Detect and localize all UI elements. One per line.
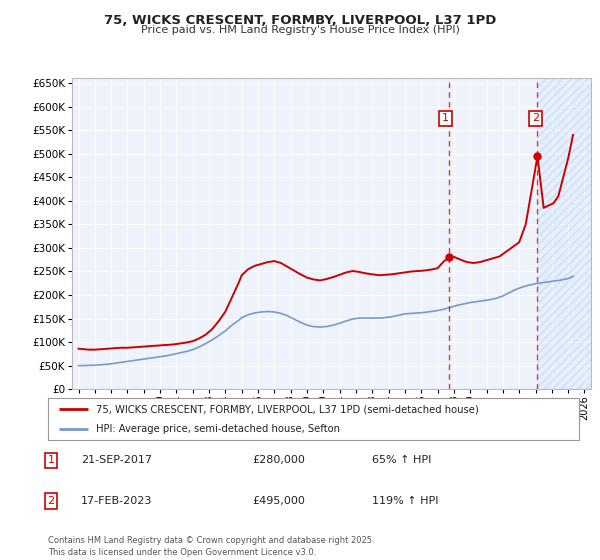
Text: Price paid vs. HM Land Registry's House Price Index (HPI): Price paid vs. HM Land Registry's House … (140, 25, 460, 35)
Text: 2: 2 (47, 496, 55, 506)
Bar (538, 78, 591, 389)
Text: 75, WICKS CRESCENT, FORMBY, LIVERPOOL, L37 1PD (semi-detached house): 75, WICKS CRESCENT, FORMBY, LIVERPOOL, L… (96, 404, 479, 414)
Text: 21-SEP-2017: 21-SEP-2017 (81, 455, 152, 465)
Text: 65% ↑ HPI: 65% ↑ HPI (372, 455, 431, 465)
Text: 1: 1 (442, 114, 449, 123)
Text: £280,000: £280,000 (252, 455, 305, 465)
Text: 119% ↑ HPI: 119% ↑ HPI (372, 496, 439, 506)
Text: 1: 1 (47, 455, 55, 465)
Text: Contains HM Land Registry data © Crown copyright and database right 2025.
This d: Contains HM Land Registry data © Crown c… (48, 536, 374, 557)
Text: £495,000: £495,000 (252, 496, 305, 506)
Text: 75, WICKS CRESCENT, FORMBY, LIVERPOOL, L37 1PD: 75, WICKS CRESCENT, FORMBY, LIVERPOOL, L… (104, 14, 496, 27)
Text: 17-FEB-2023: 17-FEB-2023 (81, 496, 152, 506)
Text: 2: 2 (532, 114, 539, 123)
Text: HPI: Average price, semi-detached house, Sefton: HPI: Average price, semi-detached house,… (96, 424, 340, 434)
